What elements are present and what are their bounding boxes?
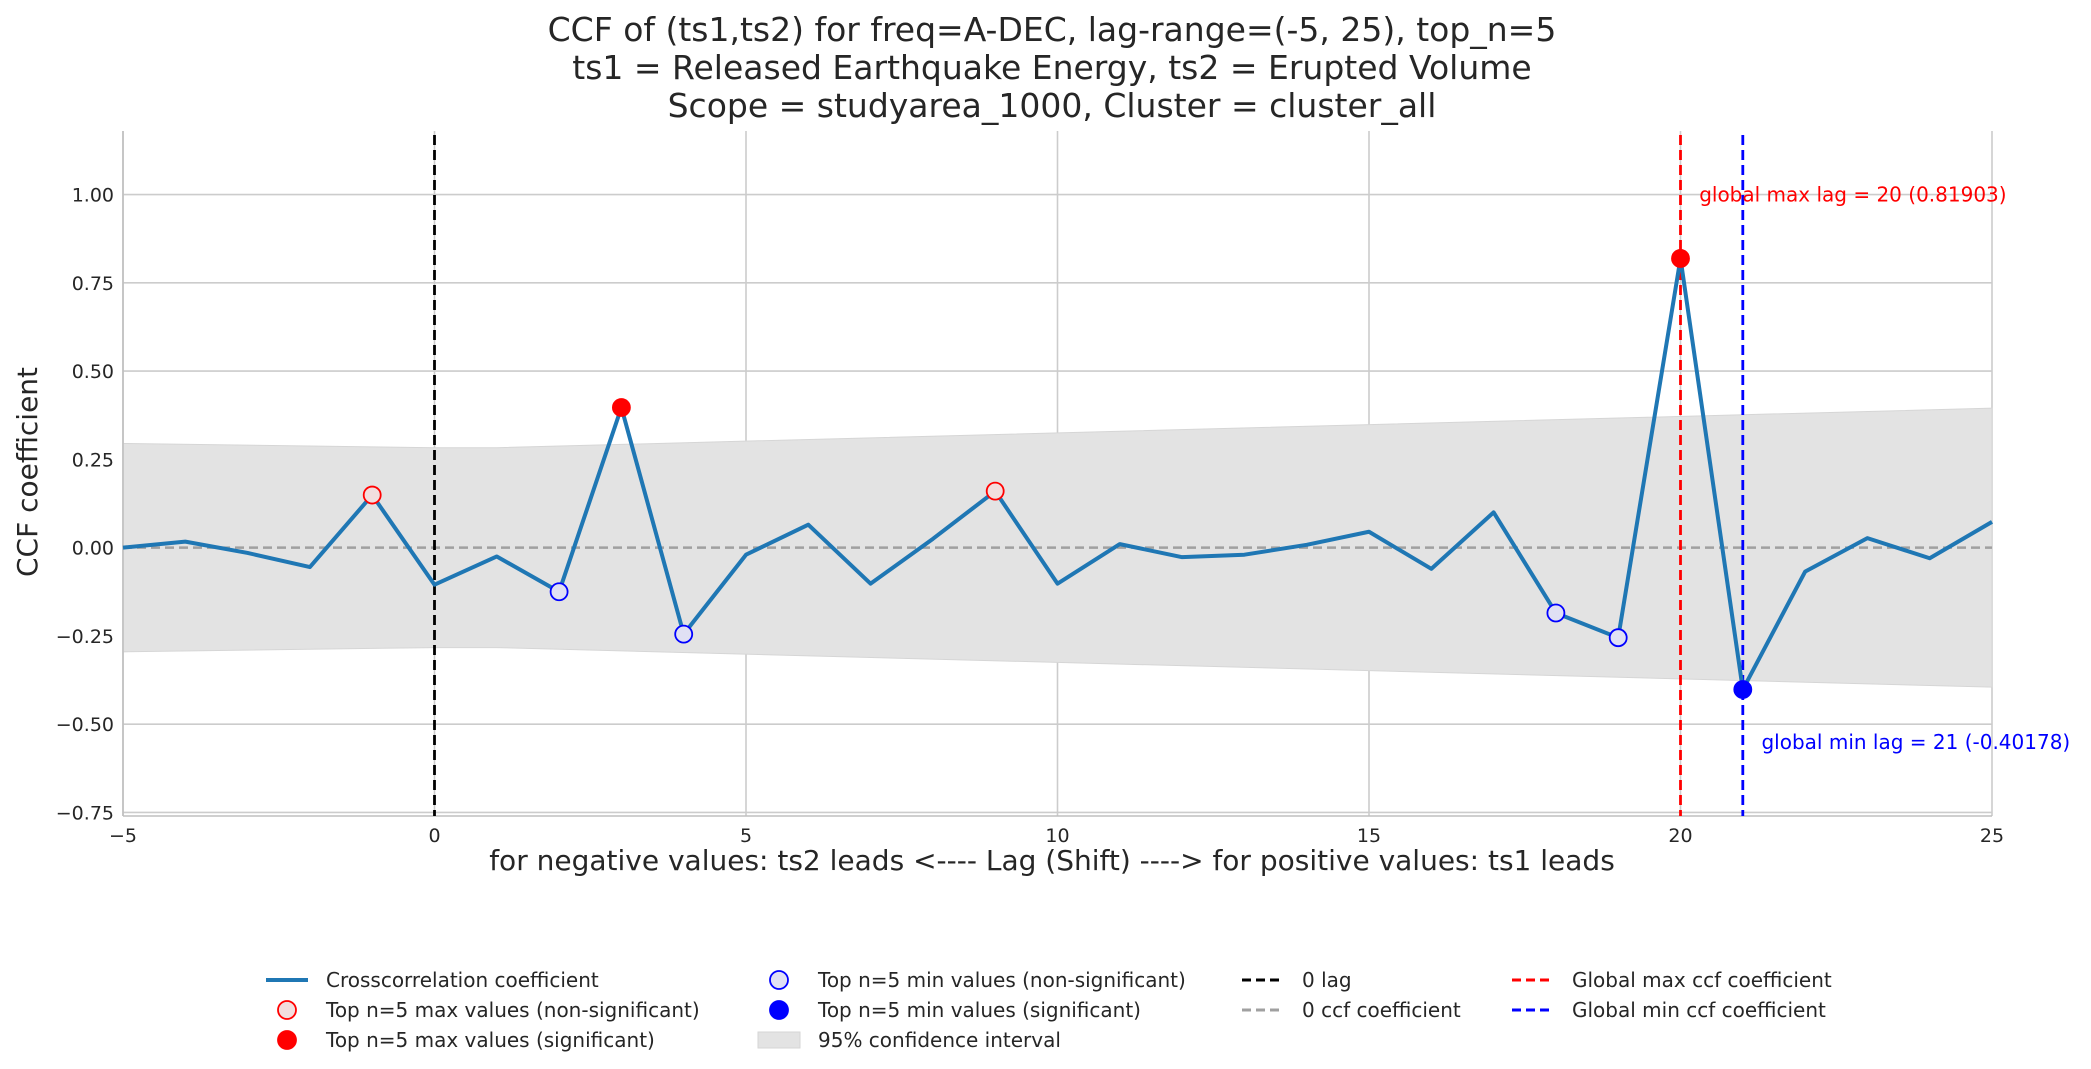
legend-label: 0 lag	[1302, 968, 1352, 992]
y-tick-label: 0.50	[72, 361, 114, 383]
y-tick-label: 0.75	[72, 273, 114, 295]
chart-title-line-1: CCF of (ts1,ts2) for freq=A-DEC, lag-ran…	[548, 10, 1557, 49]
legend-label: Global min ccf coefficient	[1572, 998, 1826, 1022]
y-axis-label: CCF coefficient	[11, 367, 44, 577]
legend-swatch	[277, 1000, 297, 1020]
x-tick-label: 15	[1357, 825, 1381, 847]
legend-label: Global max ccf coefficient	[1572, 968, 1832, 992]
top-max-significant-point	[1671, 249, 1690, 268]
top-min-nonsignificant-point	[1546, 603, 1566, 623]
legend-label: 0 ccf coefficient	[1302, 998, 1461, 1022]
legend-label: Top n=5 min values (significant)	[817, 998, 1141, 1022]
top-min-nonsignificant-point	[549, 582, 569, 602]
legend-swatch	[769, 970, 789, 990]
top-min-nonsignificant-point	[1608, 628, 1628, 648]
top-min-nonsignificant-point	[674, 624, 694, 644]
legend-swatch	[277, 1030, 297, 1050]
y-tick-label: 1.00	[72, 185, 114, 207]
legend-swatch	[757, 1031, 801, 1049]
x-tick-label: 20	[1668, 825, 1692, 847]
legend-label: 95% confidence interval	[818, 1028, 1061, 1052]
chart-title-line-3: Scope = studyarea_1000, Cluster = cluste…	[668, 86, 1437, 125]
y-tick-label: 0.25	[72, 449, 114, 471]
x-tick-label: 25	[1980, 825, 2004, 847]
top-min-significant-point	[1733, 680, 1753, 699]
x-tick-label: 5	[740, 825, 752, 847]
legend-label: Crosscorrelation coefficient	[326, 968, 599, 992]
legend: Crosscorrelation coefficient Top n=5 max …	[266, 968, 1832, 1052]
x-tick-label: 10	[1045, 825, 1069, 847]
x-tick-label: 0	[428, 825, 440, 847]
y-tick-label: −0.75	[56, 802, 114, 824]
plot-area: global max lag = 20 (0.81903) global min …	[56, 131, 2070, 847]
top-max-significant-point	[612, 398, 631, 417]
chart-title-line-2: ts1 = Released Earthquake Energy, ts2 = …	[572, 48, 1531, 87]
x-axis-label: for negative values: ts2 leads <---- Lag…	[489, 844, 1615, 877]
legend-swatch	[769, 1000, 789, 1020]
x-tick-label: −5	[109, 825, 137, 847]
legend-label: Top n=5 max values (significant)	[325, 1028, 655, 1052]
annotation-1: global min lag = 21 (-0.40178)	[1761, 730, 2070, 754]
chart-title: CCF of (ts1,ts2) for freq=A-DEC, lag-ran…	[548, 10, 1557, 125]
annotation-0: global max lag = 20 (0.81903)	[1699, 183, 2006, 207]
y-tick-label: −0.25	[56, 626, 114, 648]
y-tick-label: 0.00	[72, 538, 114, 560]
y-tick-label: −0.50	[56, 714, 114, 736]
top-max-nonsignificant-point	[985, 481, 1005, 501]
legend-label: Top n=5 min values (non-significant)	[817, 968, 1186, 992]
confidence-band	[122, 407, 1993, 688]
legend-label: Top n=5 max values (non-significant)	[325, 998, 700, 1022]
top-max-nonsignificant-point	[362, 485, 382, 505]
